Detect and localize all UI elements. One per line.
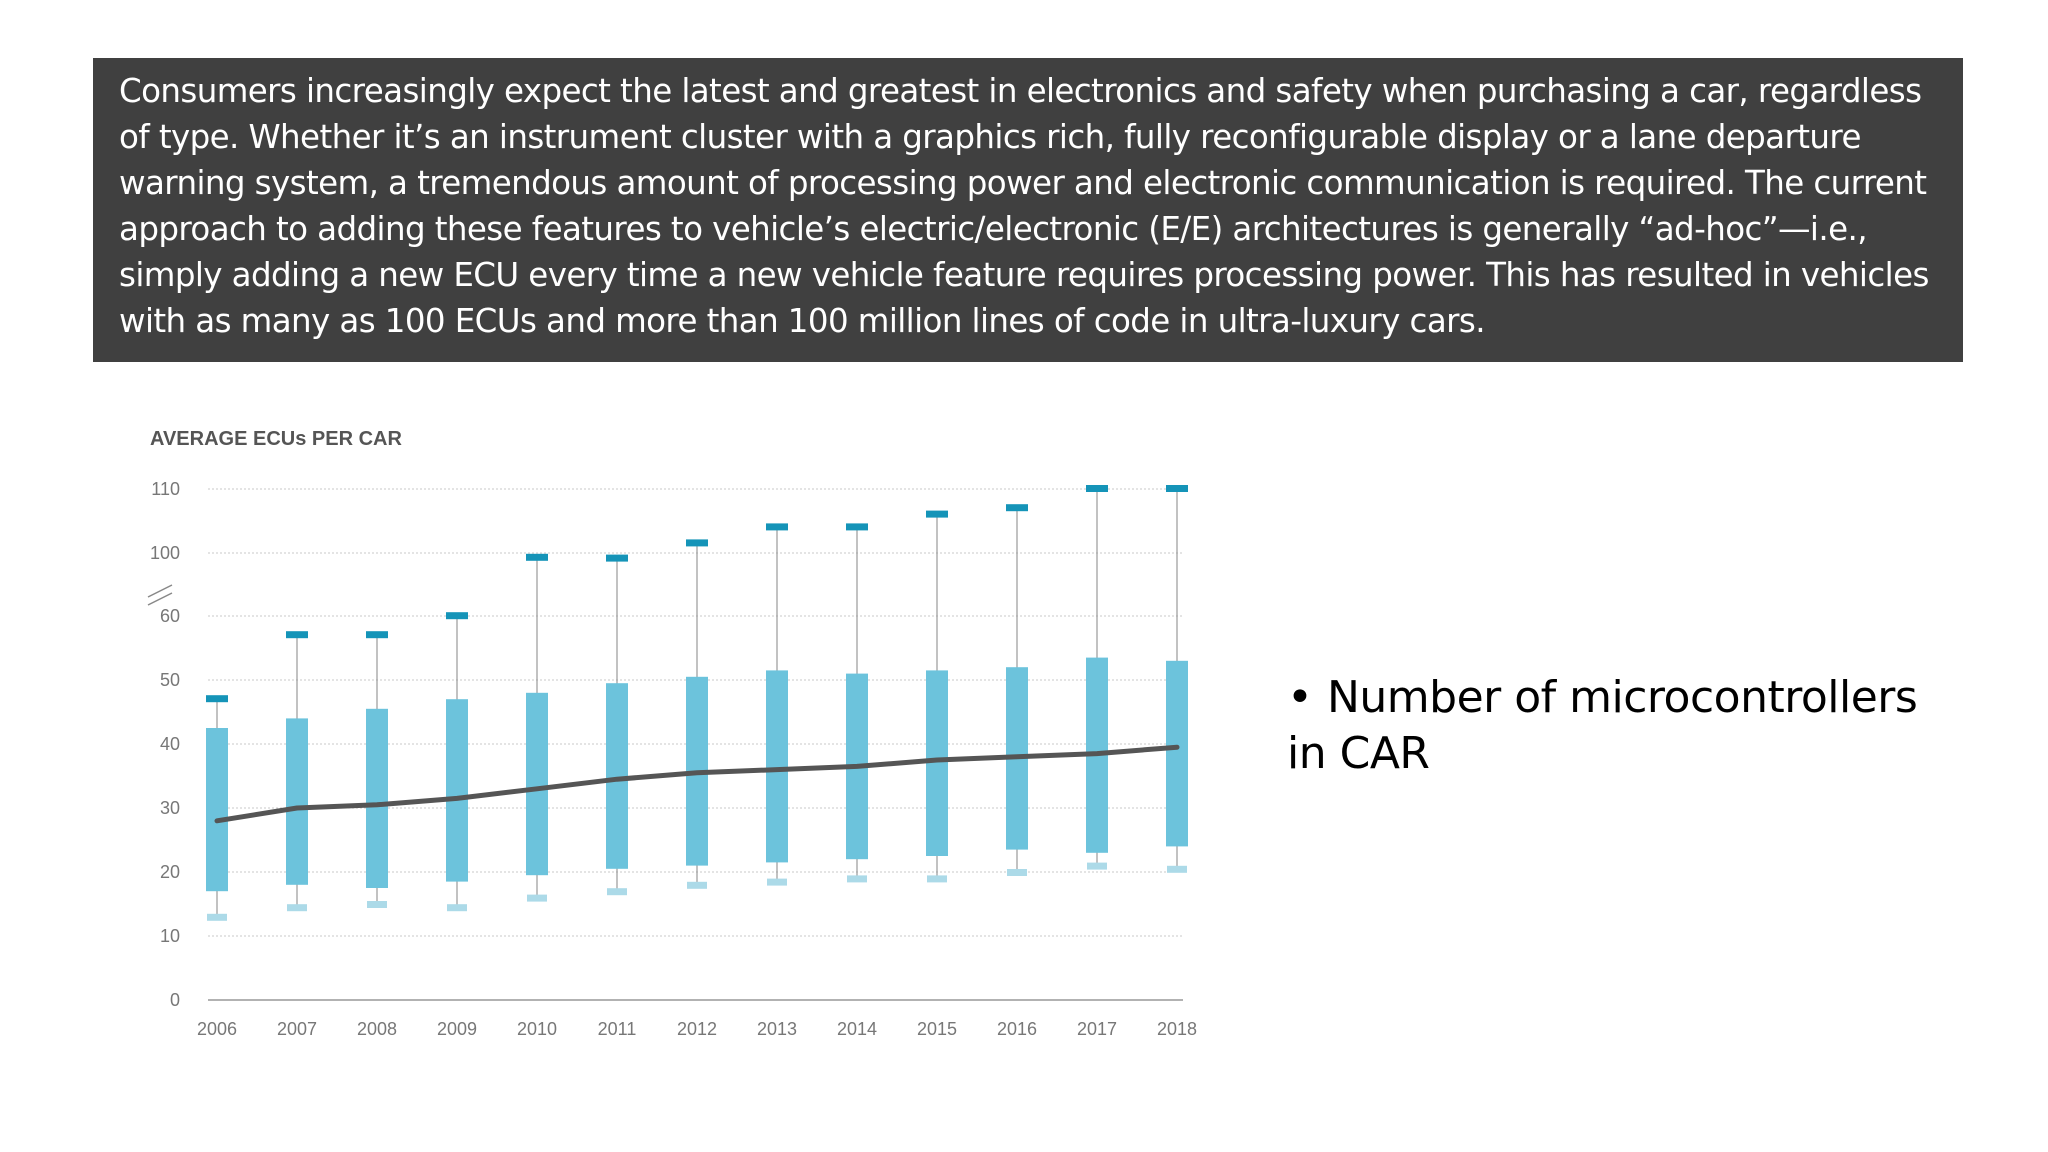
y-tick-label: 30 xyxy=(160,798,180,818)
box xyxy=(526,692,548,876)
max-cap xyxy=(926,510,948,518)
y-tick-label: 0 xyxy=(170,990,180,1010)
x-tick-label: 2015 xyxy=(917,1019,957,1039)
y-tick-label: 10 xyxy=(160,926,180,946)
box xyxy=(366,708,388,888)
min-cap xyxy=(1087,862,1107,870)
box xyxy=(926,670,948,856)
max-cap xyxy=(286,631,308,639)
bullet-point: • Number of microcontrollers in CAR xyxy=(1287,670,1927,782)
min-cap xyxy=(1007,869,1027,876)
min-cap xyxy=(847,875,867,883)
x-tick-label: 2008 xyxy=(357,1019,397,1039)
min-cap xyxy=(927,875,947,883)
min-cap xyxy=(767,878,787,886)
x-tick-label: 2013 xyxy=(757,1019,797,1039)
max-cap xyxy=(1166,485,1188,492)
max-cap xyxy=(526,553,548,561)
max-cap xyxy=(366,631,388,639)
min-cap xyxy=(687,881,707,889)
y-tick-label: 20 xyxy=(160,862,180,882)
min-cap xyxy=(207,913,227,921)
y-tick-label: 100 xyxy=(150,543,180,563)
max-cap xyxy=(206,695,228,703)
axis-break-mark xyxy=(147,584,173,598)
min-cap xyxy=(367,901,387,908)
min-cap xyxy=(287,904,307,912)
y-tick-label: 110 xyxy=(151,479,180,499)
box xyxy=(606,683,628,869)
y-tick-label: 40 xyxy=(160,734,180,754)
max-cap xyxy=(846,523,868,531)
x-tick-label: 2012 xyxy=(677,1019,717,1039)
average-line xyxy=(214,744,1180,824)
ecu-box-chart: AVERAGE ECUs PER CAR 0 10 20 30 40 50 60 100 110 2… xyxy=(147,428,1197,1039)
x-tick-label: 2009 xyxy=(437,1019,477,1039)
max-cap xyxy=(686,539,708,547)
min-cap xyxy=(527,894,547,902)
x-tick-label: 2014 xyxy=(837,1019,877,1039)
intro-text-box: Consumers increasingly expect the latest… xyxy=(93,58,1963,362)
max-cap xyxy=(1086,485,1108,492)
x-tick-label: 2018 xyxy=(1157,1019,1197,1039)
x-tick-label: 2007 xyxy=(277,1019,317,1039)
box xyxy=(446,699,468,882)
max-cap xyxy=(766,523,788,531)
x-tick-label: 2016 xyxy=(997,1019,1037,1039)
bullet-text: Number of microcontrollers in CAR xyxy=(1287,672,1918,779)
x-tick-label: 2006 xyxy=(197,1019,237,1039)
x-tick-label: 2010 xyxy=(517,1019,557,1039)
chart-title: AVERAGE ECUs PER CAR xyxy=(150,428,402,450)
min-cap xyxy=(447,904,467,912)
y-tick-label: 60 xyxy=(160,606,180,626)
x-tick-label: 2017 xyxy=(1077,1019,1117,1039)
x-tick-label: 2011 xyxy=(598,1019,637,1039)
max-cap xyxy=(606,554,628,562)
box xyxy=(206,728,228,892)
intro-paragraph: Consumers increasingly expect the latest… xyxy=(119,72,1929,340)
max-cap xyxy=(1006,504,1028,512)
y-tick-label: 50 xyxy=(160,670,180,690)
min-cap xyxy=(1167,865,1187,873)
box xyxy=(766,670,788,863)
axis-break-mark xyxy=(147,592,173,606)
box xyxy=(1166,660,1188,847)
box xyxy=(286,718,308,885)
bullet-dot-icon: • xyxy=(1287,672,1313,723)
max-cap xyxy=(446,612,468,620)
min-cap xyxy=(607,888,627,896)
